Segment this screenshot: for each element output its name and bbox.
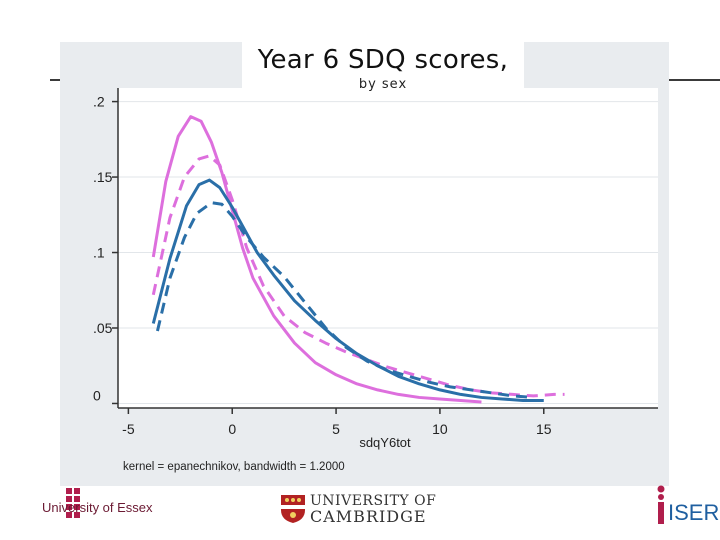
plot-background	[118, 88, 658, 408]
cambridge-line1: UNIVERSITY OF	[310, 493, 437, 509]
plot-area	[118, 88, 658, 408]
x-tick-label: 10	[432, 421, 448, 437]
series-pink-dashed	[151, 154, 565, 398]
page-subtitle: by sex	[358, 77, 408, 92]
x-tick-label: -5	[122, 421, 135, 437]
x-tick-label: 15	[536, 421, 552, 437]
y-tick-label: .05	[93, 320, 113, 336]
grid-lines	[118, 101, 658, 404]
kernel-note: kernel = epanechnikov, bandwidth = 1.200…	[123, 461, 345, 473]
series-pink-solid	[151, 115, 482, 404]
y-tick-label: .2	[93, 94, 105, 110]
series-blue-solid	[151, 178, 544, 402]
axes: 0 .05 .1 .15 .2 -5 0 5 10 15	[93, 88, 658, 437]
iser-label: ISER	[668, 500, 720, 525]
header-rule-right	[660, 79, 720, 81]
x-axis-label: sdqY6tot	[359, 435, 411, 450]
series-blue-dashed	[156, 201, 534, 399]
essex-label: University of Essex	[42, 500, 153, 515]
y-tick-label: .1	[93, 245, 105, 261]
series-lines	[151, 115, 565, 404]
iser-mark-icon	[657, 485, 665, 524]
y-tick-label: 0	[93, 387, 101, 403]
cambridge-shield-icon	[281, 495, 305, 523]
x-tick-label: 0	[228, 421, 236, 437]
essex-logo-icon	[66, 488, 80, 518]
y-tick-label: .15	[93, 169, 113, 185]
page-title: Year 6 SDQ scores,	[257, 45, 509, 75]
title-box: Year 6 SDQ scores, by sex	[242, 42, 524, 100]
cambridge-line2: CAMBRIDGE	[310, 507, 427, 526]
x-tick-label: 5	[332, 421, 340, 437]
